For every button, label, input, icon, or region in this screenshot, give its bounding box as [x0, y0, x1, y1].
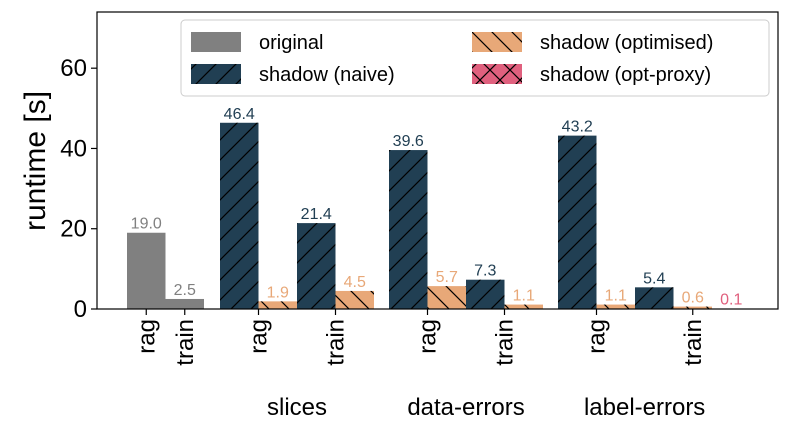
legend-swatch-hatch: [472, 32, 522, 52]
group-label: data-errors: [407, 394, 524, 421]
legend-swatch-hatch: [472, 64, 522, 84]
bar-hatch: [558, 135, 597, 309]
x-tick-label: rag: [133, 319, 160, 354]
group-label: slices: [267, 394, 327, 421]
bar-value-label: 2.5: [174, 282, 196, 299]
bar-value-label: 46.4: [224, 106, 255, 123]
bar: [127, 232, 166, 309]
bar-hatch: [297, 223, 336, 309]
legend-box: [180, 19, 770, 97]
bar-hatch: [504, 304, 543, 309]
legend-swatch-hatch: [191, 64, 241, 84]
bar-value-label: 39.6: [393, 133, 424, 150]
bar-hatch: [220, 122, 259, 309]
x-tick-label: rag: [246, 319, 273, 354]
bar-value-label: 1.1: [605, 288, 627, 305]
y-tick-label: 60: [60, 55, 87, 82]
x-tick-label: train: [172, 319, 199, 366]
y-tick-label: 20: [60, 216, 87, 243]
bar-value-label: 0.1: [720, 292, 742, 309]
bar-value-label: 5.4: [643, 270, 665, 287]
bar-value-label: 19.0: [131, 216, 162, 233]
y-tick-label: 40: [60, 135, 87, 162]
bar-hatch: [335, 290, 374, 309]
bar-hatch: [673, 306, 712, 309]
bar-value-label: 5.7: [436, 269, 458, 286]
bar-hatch: [258, 301, 297, 309]
x-tick-label: rag: [415, 319, 442, 354]
bar-value-label: 7.3: [474, 263, 496, 280]
bar-value-label: 1.1: [513, 288, 535, 305]
bar-value-label: 21.4: [301, 206, 332, 223]
y-axis-label: runtime [s]: [19, 91, 52, 231]
legend-label: shadow (optimised): [540, 32, 713, 54]
bar-value-label: 1.9: [267, 284, 289, 301]
legend-swatch: [191, 32, 241, 52]
x-tick-label: rag: [584, 319, 611, 354]
legend-label: shadow (opt-proxy): [540, 64, 711, 86]
legend-label: original: [259, 32, 323, 54]
x-tick-label: train: [680, 319, 707, 366]
bar-value-label: 43.2: [562, 119, 593, 136]
plot-frame: [96, 11, 779, 310]
bar-value-label: 4.5: [344, 274, 366, 291]
bar-value-label: 0.6: [682, 290, 704, 307]
x-tick-label: train: [323, 319, 350, 366]
bar-hatch: [466, 279, 505, 309]
bar-hatch: [635, 287, 674, 309]
legend-label: shadow (naive): [259, 64, 395, 86]
bar: [165, 298, 204, 309]
bar-hatch: [389, 150, 428, 309]
x-tick-label: train: [492, 319, 519, 366]
bar-hatch: [596, 304, 635, 309]
bar-hatch: [427, 286, 466, 309]
group-label: label-errors: [584, 394, 705, 421]
y-tick-label: 0: [74, 296, 87, 323]
